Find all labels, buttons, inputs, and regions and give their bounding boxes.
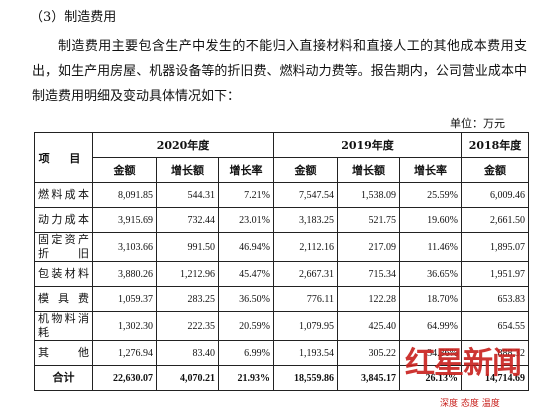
row-value-cell: 1,302.30: [92, 311, 157, 341]
row-value-cell: 3,183.25: [273, 207, 338, 233]
table-row: 机物料消耗 1,302.30 222.35 20.59% 1,079.95 425.40 6…: [34, 311, 529, 341]
row-value-cell: 1,951.97: [461, 261, 529, 287]
row-value-cell: 26.13%: [399, 365, 462, 391]
row-value-cell: 4,070.21: [156, 365, 219, 391]
row-value-cell: 1,538.09: [337, 182, 400, 208]
col-amount-2019: 金额: [273, 157, 338, 183]
row-item-label: 合计: [34, 365, 93, 391]
description-paragraph: 制造费用主要包含生产中发生的不能归入直接材料和直接人工的其他成本费用支出，如生产…: [32, 39, 527, 104]
year-header-2020: 2020年度: [92, 132, 274, 158]
table-row: 固定资产折旧 3,103.66 991.50 46.94% 2,112.16 217.09…: [34, 232, 529, 262]
row-value-cell: 7.21%: [218, 182, 274, 208]
row-value-cell: 1,895.07: [461, 232, 529, 262]
row-value-cell: 888.32: [461, 340, 529, 366]
row-value-cell: 715.34: [337, 261, 400, 287]
row-value-cell: 14,714.69: [461, 365, 529, 391]
row-value-cell: 544.31: [156, 182, 219, 208]
table-row: 其他 1,276.94 83.40 6.99% 1,193.54 305.22 34.36%…: [34, 340, 529, 366]
row-value-cell: 3,880.26: [92, 261, 157, 287]
row-value-cell: 64.99%: [399, 311, 462, 341]
row-item-label: 固定资产折旧: [34, 232, 93, 262]
row-item-label: 动力成本: [34, 207, 93, 233]
row-value-cell: 23.01%: [218, 207, 274, 233]
row-value-cell: 18,559.86: [273, 365, 338, 391]
row-value-cell: 1,193.54: [273, 340, 338, 366]
total-row: 合计 22,630.07 4,070.21 21.93% 18,559.86 3,845.…: [34, 365, 529, 391]
row-value-cell: 7,547.54: [273, 182, 338, 208]
section-heading: （3）制造费用: [30, 10, 117, 25]
row-item-label: 机物料消耗: [34, 311, 93, 341]
row-value-cell: 1,059.37: [92, 286, 157, 312]
row-value-cell: 1,276.94: [92, 340, 157, 366]
row-value-cell: 217.09: [337, 232, 400, 262]
row-value-cell: 2,112.16: [273, 232, 338, 262]
row-value-cell: 1,079.95: [273, 311, 338, 341]
row-item-label: 燃料成本: [34, 182, 93, 208]
row-value-cell: 46.94%: [218, 232, 274, 262]
row-value-cell: 425.40: [337, 311, 400, 341]
year-header-2019: 2019年度: [273, 132, 462, 158]
unit-label: 单位：万元: [450, 117, 505, 130]
row-value-cell: 21.93%: [218, 365, 274, 391]
col-amount-2020: 金额: [92, 157, 157, 183]
col-increase-2020: 增长额: [156, 157, 219, 183]
row-value-cell: 25.59%: [399, 182, 462, 208]
row-item-label: 模具费: [34, 286, 93, 312]
watermark-logo: 红星新闻: [405, 346, 522, 381]
row-value-cell: 20.59%: [218, 311, 274, 341]
row-value-cell: 654.55: [461, 311, 529, 341]
row-value-cell: 11.46%: [399, 232, 462, 262]
table-row: 燃料成本 8,091.85 544.31 7.21% 7,547.54 1,538.09 2…: [34, 182, 529, 208]
row-value-cell: 653.83: [461, 286, 529, 312]
row-value-cell: 6.99%: [218, 340, 274, 366]
row-item-label: 包装材料: [34, 261, 93, 287]
row-value-cell: 6,009.46: [461, 182, 529, 208]
watermark-slogan: 深度 态度 温度: [440, 399, 500, 409]
table-row: 包装材料 3,880.26 1,212.96 45.47% 2,667.31 715.34…: [34, 261, 529, 287]
row-value-cell: 3,103.66: [92, 232, 157, 262]
manufacturing-cost-table: 项 目 2020年度 2019年度 2018年度 金额 增长额 增长率 金额 增…: [34, 132, 529, 391]
row-value-cell: 122.28: [337, 286, 400, 312]
row-value-cell: 1,212.96: [156, 261, 219, 287]
row-value-cell: 2,661.50: [461, 207, 529, 233]
table-row: 模具费 1,059.37 283.25 36.50% 776.11 122.28 18.70…: [34, 286, 529, 312]
row-value-cell: 36.65%: [399, 261, 462, 287]
row-value-cell: 19.60%: [399, 207, 462, 233]
row-item-label: 其他: [34, 340, 93, 366]
row-value-cell: 45.47%: [218, 261, 274, 287]
row-value-cell: 36.50%: [218, 286, 274, 312]
row-value-cell: 8,091.85: [92, 182, 157, 208]
row-value-cell: 732.44: [156, 207, 219, 233]
row-value-cell: 3,915.69: [92, 207, 157, 233]
year-header-2018: 2018年度: [461, 132, 529, 158]
row-value-cell: 22,630.07: [92, 365, 157, 391]
col-increase-2019: 增长额: [337, 157, 400, 183]
col-amount-2018: 金额: [461, 157, 529, 183]
row-value-cell: 283.25: [156, 286, 219, 312]
col-rate-2019: 增长率: [399, 157, 462, 183]
col-rate-2020: 增长率: [218, 157, 274, 183]
row-value-cell: 222.35: [156, 311, 219, 341]
row-value-cell: 305.22: [337, 340, 400, 366]
row-value-cell: 991.50: [156, 232, 219, 262]
row-value-cell: 776.11: [273, 286, 338, 312]
row-value-cell: 18.70%: [399, 286, 462, 312]
row-value-cell: 83.40: [156, 340, 219, 366]
row-value-cell: 521.75: [337, 207, 400, 233]
item-column-header: 项 目: [34, 132, 93, 183]
row-value-cell: 2,667.31: [273, 261, 338, 287]
row-value-cell: 3,845.17: [337, 365, 400, 391]
table-row: 动力成本 3,915.69 732.44 23.01% 3,183.25 521.75 19…: [34, 207, 529, 233]
